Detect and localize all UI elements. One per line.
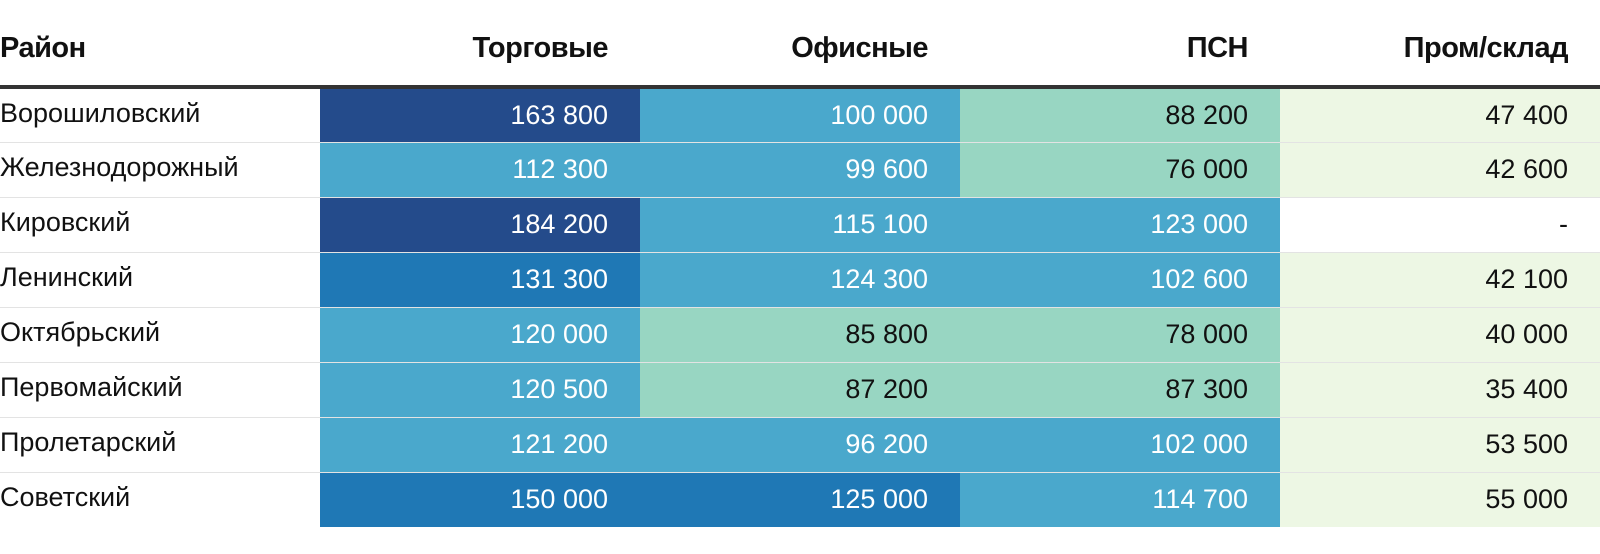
cell-industrial: 55 000: [1280, 472, 1600, 527]
cell-retail: 121 200: [320, 417, 640, 473]
cell-industrial: -: [1280, 197, 1600, 253]
cell-retail: 131 300: [320, 252, 640, 308]
cell-retail: 112 300: [320, 142, 640, 198]
cell-office: 125 000: [640, 472, 960, 527]
cell-office: 124 300: [640, 252, 960, 308]
cell-district: Кировский: [0, 197, 320, 253]
cell-office: 96 200: [640, 417, 960, 473]
table-row: Октябрьский 120 000 85 800 78 000 40 000: [0, 307, 1600, 363]
column-header-district: Район: [0, 0, 320, 89]
header-row: Район Торговые Офисные ПСН Пром/склад: [0, 0, 1600, 89]
cell-retail: 150 000: [320, 472, 640, 527]
table-body: Ворошиловский 163 800 100 000 88 200 47 400 Ж…: [0, 87, 1600, 527]
cell-district: Ленинский: [0, 252, 320, 308]
cell-psn: 87 300: [960, 362, 1280, 418]
cell-industrial: 42 600: [1280, 142, 1600, 198]
cell-retail: 163 800: [320, 87, 640, 143]
cell-psn: 102 600: [960, 252, 1280, 308]
column-header-office: Офисные: [640, 0, 960, 89]
table-row: Ворошиловский 163 800 100 000 88 200 47 400: [0, 87, 1600, 143]
cell-industrial: 35 400: [1280, 362, 1600, 418]
cell-psn: 76 000: [960, 142, 1280, 198]
cell-district: Октябрьский: [0, 307, 320, 363]
cell-psn: 78 000: [960, 307, 1280, 363]
table-row: Железнодорожный 112 300 99 600 76 000 42 600: [0, 142, 1600, 198]
cell-office: 100 000: [640, 87, 960, 143]
price-table: Район Торговые Офисные ПСН Пром/склад Во…: [0, 0, 1600, 527]
cell-industrial: 40 000: [1280, 307, 1600, 363]
cell-office: 85 800: [640, 307, 960, 363]
price-table-container: Район Торговые Офисные ПСН Пром/склад Во…: [0, 0, 1600, 527]
table-row: Первомайский 120 500 87 200 87 300 35 400: [0, 362, 1600, 418]
cell-psn: 88 200: [960, 87, 1280, 143]
table-row: Ленинский 131 300 124 300 102 600 42 100: [0, 252, 1600, 308]
column-header-retail: Торговые: [320, 0, 640, 89]
cell-industrial: 42 100: [1280, 252, 1600, 308]
cell-district: Первомайский: [0, 362, 320, 418]
cell-industrial: 53 500: [1280, 417, 1600, 473]
cell-psn: 102 000: [960, 417, 1280, 473]
cell-office: 115 100: [640, 197, 960, 253]
table-row: Пролетарский 121 200 96 200 102 000 53 500: [0, 417, 1600, 473]
cell-industrial: 47 400: [1280, 87, 1600, 143]
cell-district: Ворошиловский: [0, 87, 320, 143]
cell-psn: 123 000: [960, 197, 1280, 253]
cell-office: 87 200: [640, 362, 960, 418]
column-header-industrial: Пром/склад: [1280, 0, 1600, 89]
cell-office: 99 600: [640, 142, 960, 198]
cell-retail: 184 200: [320, 197, 640, 253]
table-row: Кировский 184 200 115 100 123 000-: [0, 197, 1600, 253]
column-header-psn: ПСН: [960, 0, 1280, 89]
cell-district: Советский: [0, 472, 320, 527]
cell-retail: 120 000: [320, 307, 640, 363]
cell-district: Железнодорожный: [0, 142, 320, 198]
table-row: Советский 150 000 125 000 114 700 55 000: [0, 472, 1600, 527]
cell-district: Пролетарский: [0, 417, 320, 473]
cell-retail: 120 500: [320, 362, 640, 418]
cell-psn: 114 700: [960, 472, 1280, 527]
